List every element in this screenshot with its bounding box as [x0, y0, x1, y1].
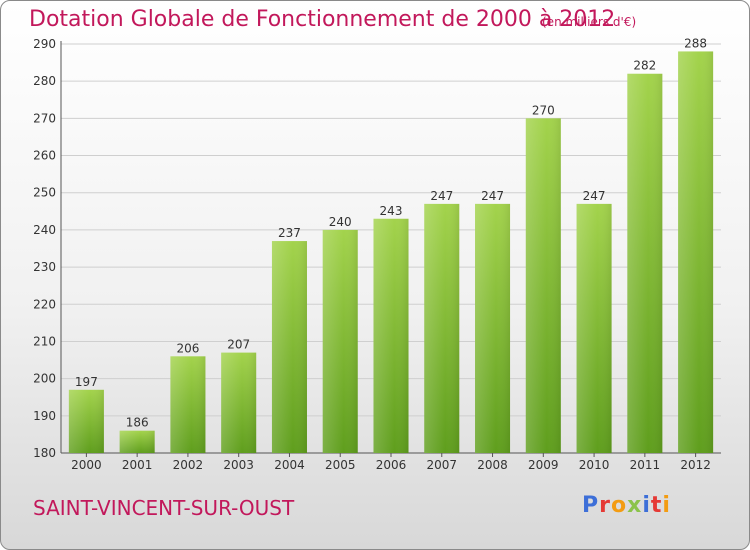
x-tick-label: 2010 [579, 458, 610, 472]
data-label: 270 [532, 103, 555, 117]
y-tick-label: 180 [33, 446, 56, 460]
logo-letter: t [650, 493, 663, 518]
x-tick-label: 2008 [477, 458, 508, 472]
y-tick-label: 220 [33, 297, 56, 311]
data-label: 247 [583, 189, 606, 203]
bar-shade [424, 203, 460, 453]
x-tick-label: 2001 [122, 458, 153, 472]
data-label: 282 [633, 59, 656, 73]
logo-letter: i [642, 493, 651, 518]
bars [68, 51, 714, 453]
y-tick-label: 240 [33, 223, 56, 237]
y-tick-label: 210 [33, 334, 56, 348]
labels: 180 190 200 210 220 230 240 250 260 270 280 290 197 2… [33, 36, 711, 472]
x-tick-label: 2000 [71, 458, 102, 472]
x-tick-label: 2005 [325, 458, 356, 472]
x-tick-label: 2004 [274, 458, 305, 472]
data-label: 247 [430, 189, 453, 203]
x-tick-label: 2009 [528, 458, 559, 472]
y-tick-label: 200 [33, 372, 56, 386]
data-label: 240 [329, 215, 352, 229]
y-tick-label: 260 [33, 149, 56, 163]
x-tick-label: 2007 [426, 458, 457, 472]
data-label: 197 [75, 375, 98, 389]
y-tick-label: 280 [33, 74, 56, 88]
bar-shade [373, 218, 409, 453]
x-tick-label: 2012 [680, 458, 711, 472]
commune-name: SAINT-VINCENT-SUR-OUST [33, 496, 295, 520]
bar-shade [627, 73, 663, 453]
logo-letter: o [610, 493, 628, 518]
bar-shade [475, 203, 511, 453]
data-label: 288 [684, 36, 707, 50]
bar-shade [525, 118, 561, 453]
logo-letter: i [662, 493, 671, 518]
proxiti-logo: Proxiti [582, 493, 671, 518]
chart-subtitle: (en milliers d'€) [542, 15, 637, 29]
bar-shade [271, 241, 307, 453]
y-tick-label: 290 [33, 37, 56, 51]
logo-letter: x [627, 493, 643, 518]
x-tick-label: 2002 [173, 458, 204, 472]
y-tick-label: 250 [33, 186, 56, 200]
data-label: 206 [176, 341, 199, 355]
data-label: 207 [227, 338, 250, 352]
x-tick-label: 2011 [630, 458, 661, 472]
x-tick-label: 2006 [376, 458, 407, 472]
bar-shade [221, 352, 257, 453]
y-tick-label: 190 [33, 409, 56, 423]
bar-shade [68, 389, 104, 453]
chart-title: Dotation Globale de Fonctionnement de 20… [29, 7, 616, 32]
data-label: 237 [278, 226, 301, 240]
data-label: 243 [380, 204, 403, 218]
bar-shade [119, 430, 155, 453]
logo-letter: P [582, 493, 600, 518]
x-tick-label: 2003 [223, 458, 254, 472]
y-tick-label: 270 [33, 111, 56, 125]
bar-shade [170, 356, 206, 453]
bar-shade [678, 51, 714, 453]
y-tick-label: 230 [33, 260, 56, 274]
data-label: 247 [481, 189, 504, 203]
logo-letter: r [599, 493, 611, 518]
data-label: 186 [126, 416, 149, 430]
bar-shade [576, 203, 612, 453]
bar-shade [322, 229, 358, 453]
